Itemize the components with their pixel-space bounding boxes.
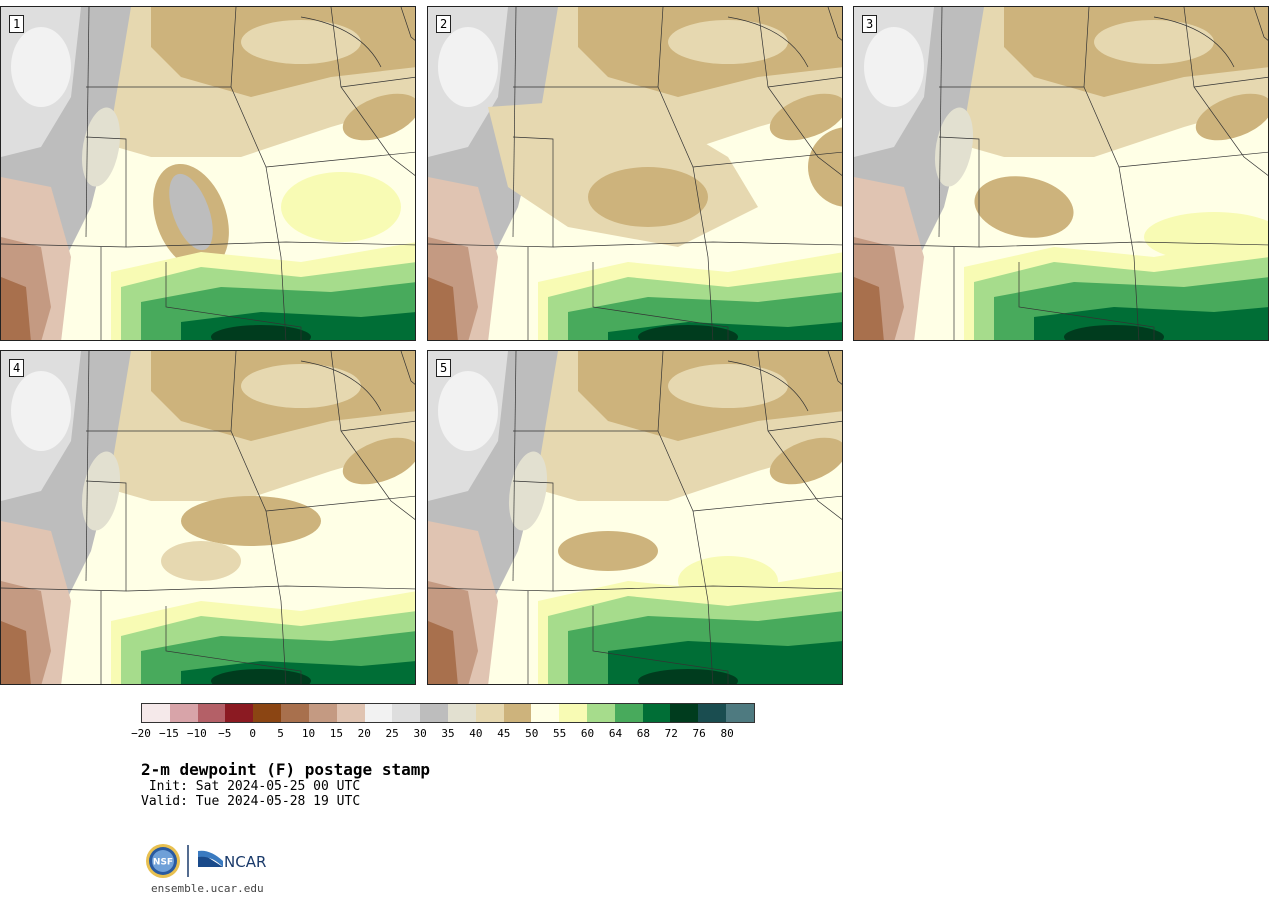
colorbar-swatch [447, 704, 476, 722]
colorbar-tick-label: 50 [525, 727, 539, 740]
colorbar-tick-label: 10 [301, 727, 316, 740]
colorbar-tick-label: −5 [218, 727, 232, 740]
colorbar-swatch [698, 704, 727, 722]
stamp-panel-4: 4 [0, 350, 416, 685]
stamp-panel-2: 2 [427, 6, 843, 341]
colorbar [141, 703, 755, 723]
ncar-logo-icon: NCAR [198, 850, 266, 871]
colorbar-tick-label: 30 [413, 727, 427, 740]
colorbar-swatch [364, 704, 393, 722]
valid-time: Valid: Tue 2024-05-28 19 UTC [141, 794, 361, 809]
colorbar-swatch [726, 704, 754, 722]
colorbar-swatch [169, 704, 198, 722]
colorbar-tick-label: 45 [497, 727, 511, 740]
colorbar-swatch [531, 704, 560, 722]
panel-number: 3 [862, 15, 878, 33]
nsf-ncar-logo: NSF NCAR [145, 843, 275, 879]
colorbar-tick-label: 5 [277, 727, 284, 740]
colorbar-tick-label: 72 [664, 727, 678, 740]
panel-number: 1 [9, 15, 25, 33]
colorbar-swatch [670, 704, 699, 722]
colorbar-tick-label: 76 [692, 727, 706, 740]
init-time: Init: Sat 2024-05-25 00 UTC [141, 779, 361, 794]
colorbar-tick-label: 35 [441, 727, 455, 740]
stamp-panel-1: 1 [0, 6, 416, 341]
colorbar-tick-label: 55 [553, 727, 567, 740]
colorbar-swatch [197, 704, 226, 722]
colorbar-swatch [614, 704, 643, 722]
colorbar-swatch [559, 704, 587, 722]
website-url: ensemble.ucar.edu [151, 882, 264, 895]
nsf-logo-icon: NSF [146, 844, 180, 878]
stamp-panel-3: 3 [853, 6, 1269, 341]
colorbar-swatch [142, 704, 170, 722]
dewpoint-map [428, 351, 842, 684]
colorbar-tick-label: 80 [720, 727, 734, 740]
map-title: 2-m dewpoint (F) postage stamp [141, 760, 430, 779]
colorbar-swatch [281, 704, 309, 722]
colorbar-swatch [225, 704, 254, 722]
colorbar-swatch [475, 704, 504, 722]
colorbar-tick-label: 60 [580, 727, 595, 740]
colorbar-tick-label: 40 [469, 727, 483, 740]
colorbar-tick-label: 25 [385, 727, 399, 740]
panel-number: 5 [436, 359, 452, 377]
dewpoint-map [1, 7, 415, 340]
colorbar-tick-label: 0 [249, 727, 256, 740]
colorbar-tick-label: −20 [131, 727, 151, 740]
colorbar-ticks: −20 −15 −10 −5 0 5 10 15 20 25 30 35 40 45 50 55 60 64 68 7… [131, 727, 755, 743]
stamp-panel-5: 5 [427, 350, 843, 685]
colorbar-swatch [253, 704, 282, 722]
colorbar-tick-label: 15 [329, 727, 343, 740]
dewpoint-map [1, 351, 415, 684]
panel-number: 2 [436, 15, 452, 33]
dewpoint-map [428, 7, 842, 340]
colorbar-tick-label: 68 [636, 727, 650, 740]
colorbar-tick-label: −15 [158, 727, 179, 740]
colorbar-tick-label: −10 [186, 727, 207, 740]
colorbar-swatch [642, 704, 671, 722]
panel-number: 4 [9, 359, 25, 377]
colorbar-swatch [336, 704, 365, 722]
colorbar-swatch [392, 704, 421, 722]
colorbar-swatch [420, 704, 448, 722]
colorbar-swatch [308, 704, 337, 722]
colorbar-tick-label: 20 [357, 727, 371, 740]
dewpoint-map [854, 7, 1268, 340]
colorbar-swatch [503, 704, 532, 722]
svg-text:NSF: NSF [153, 858, 173, 868]
colorbar-swatch [587, 704, 615, 722]
colorbar-tick-label: 64 [608, 727, 623, 740]
svg-text:NCAR: NCAR [224, 853, 266, 871]
